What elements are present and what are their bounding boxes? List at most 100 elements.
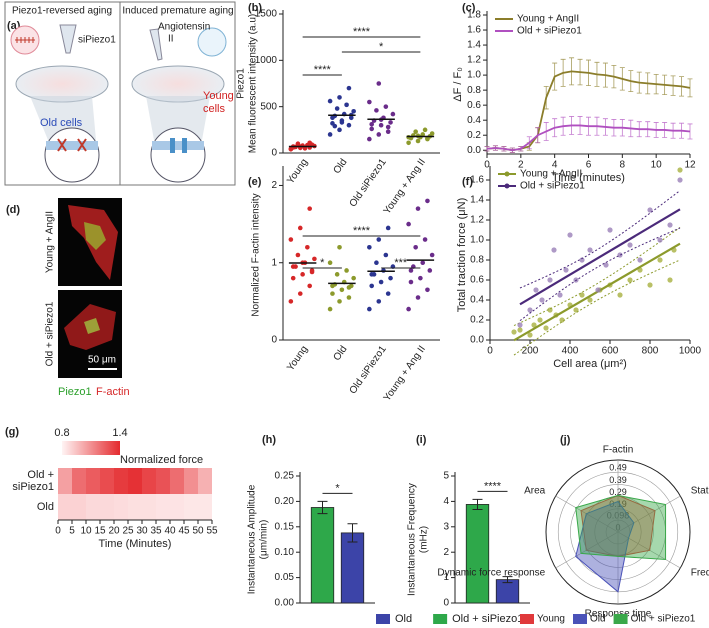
x-tick-label: 15 <box>94 526 106 537</box>
heatmap-cell <box>170 468 184 494</box>
membrane <box>152 141 204 150</box>
bar <box>465 504 490 604</box>
x-tick-label: 6 <box>586 160 592 171</box>
y-tick-label: 1.6 <box>467 25 481 36</box>
confidence-band <box>519 190 681 289</box>
radar-axis-label: Dynamic force response <box>437 568 545 579</box>
y-tick-label: 0.8 <box>470 255 484 266</box>
x-tick-label: 10 <box>651 160 663 171</box>
data-point <box>537 317 543 323</box>
data-point <box>422 237 428 242</box>
y-tick-label: 0.15 <box>275 521 295 532</box>
x-tick-label: 200 <box>522 346 539 357</box>
heatmap-cell <box>58 494 72 520</box>
significance-label: * <box>335 482 340 494</box>
scale-bar-label: 50 μm <box>88 355 116 366</box>
data-point <box>563 267 569 273</box>
radar-spoke <box>617 495 681 533</box>
data-point <box>415 295 421 300</box>
data-point <box>307 206 312 211</box>
data-point <box>427 268 433 273</box>
right-agent: II <box>168 34 174 45</box>
left-cells: Old cells <box>40 117 83 129</box>
data-point <box>406 306 411 312</box>
data-point <box>617 252 623 258</box>
data-point <box>297 291 303 296</box>
category-label: Old siPiezo1 <box>348 344 389 397</box>
error-bar <box>472 498 483 511</box>
data-point <box>367 244 372 250</box>
y-tick-label: 0.0 <box>470 335 484 346</box>
y-tick-label: 3 <box>443 521 449 532</box>
x-tick-label: 45 <box>178 526 190 537</box>
confidence-band <box>513 227 681 326</box>
data-point <box>337 127 342 133</box>
x-tick-label: 35 <box>150 526 162 537</box>
y-tick-label: 0.10 <box>275 547 295 558</box>
heatmap-cell <box>142 468 156 494</box>
data-point <box>408 279 414 285</box>
data-point <box>307 283 312 289</box>
data-point <box>337 299 342 304</box>
y-tick-label: 1.8 <box>467 10 481 21</box>
panel-label: (c) <box>462 2 476 14</box>
heatmap-cell <box>72 468 86 494</box>
data-point <box>385 129 391 134</box>
confidence-band <box>513 259 681 356</box>
x-tick-label: 4 <box>552 160 558 171</box>
data-point <box>295 252 301 258</box>
data-point <box>300 272 305 277</box>
data-point <box>667 222 673 228</box>
significance-label: **** <box>484 480 502 492</box>
data-point <box>573 307 579 313</box>
data-point <box>288 237 294 242</box>
data-point <box>413 129 418 134</box>
panel-d: (d) Young + AngII Old + siPiezo1 50 μm P… <box>6 198 130 398</box>
data-point <box>677 167 683 173</box>
y-tick-label: 0.4 <box>467 115 481 126</box>
y-axis-label: (mHz) <box>419 526 430 553</box>
data-point <box>378 279 384 285</box>
data-point <box>346 85 352 91</box>
panel-label: (d) <box>6 204 20 216</box>
membrane-zoom <box>44 127 100 183</box>
data-point <box>587 297 593 303</box>
legend-swatch <box>433 614 448 624</box>
bar <box>310 507 335 604</box>
data-point <box>551 247 557 253</box>
data-point <box>290 264 296 269</box>
data-point <box>327 306 333 312</box>
data-point <box>531 322 537 328</box>
data-point <box>367 99 372 105</box>
legend-label: Old <box>590 614 606 625</box>
legend-swatch <box>613 614 628 624</box>
y-tick-label: 0.00 <box>275 598 295 609</box>
legend-label: Old + siPiezo1 <box>631 614 696 625</box>
image-label: Young + AngII <box>45 211 56 273</box>
legend-swatch <box>376 614 390 624</box>
panel-label: (i) <box>416 434 427 446</box>
data-point <box>339 287 345 293</box>
data-point <box>406 134 411 140</box>
y-tick-label: 0.25 <box>275 471 295 482</box>
x-tick-label: 30 <box>136 526 148 537</box>
data-point <box>385 124 391 130</box>
left-agent: siPiezo1 <box>78 35 116 46</box>
data-point <box>367 136 372 142</box>
data-point <box>312 256 317 262</box>
y-tick-label: 1.0 <box>467 70 481 81</box>
right-cells: cells <box>203 103 226 115</box>
colorbar-tick-label: 0.8 <box>54 427 69 439</box>
heatmap-cell <box>184 468 198 494</box>
legend-label: Old + siPiezo1 <box>520 181 585 192</box>
legend-swatch <box>573 614 587 624</box>
colorbar-tick-label: 1.4 <box>112 427 127 439</box>
panel-label: (h) <box>262 434 276 446</box>
x-tick-label: 40 <box>164 526 176 537</box>
y-axis-label: Total traction force (μN) <box>456 198 468 313</box>
data-point <box>539 297 545 303</box>
pipette <box>149 28 163 61</box>
membrane <box>46 141 98 150</box>
data-point <box>388 120 393 125</box>
